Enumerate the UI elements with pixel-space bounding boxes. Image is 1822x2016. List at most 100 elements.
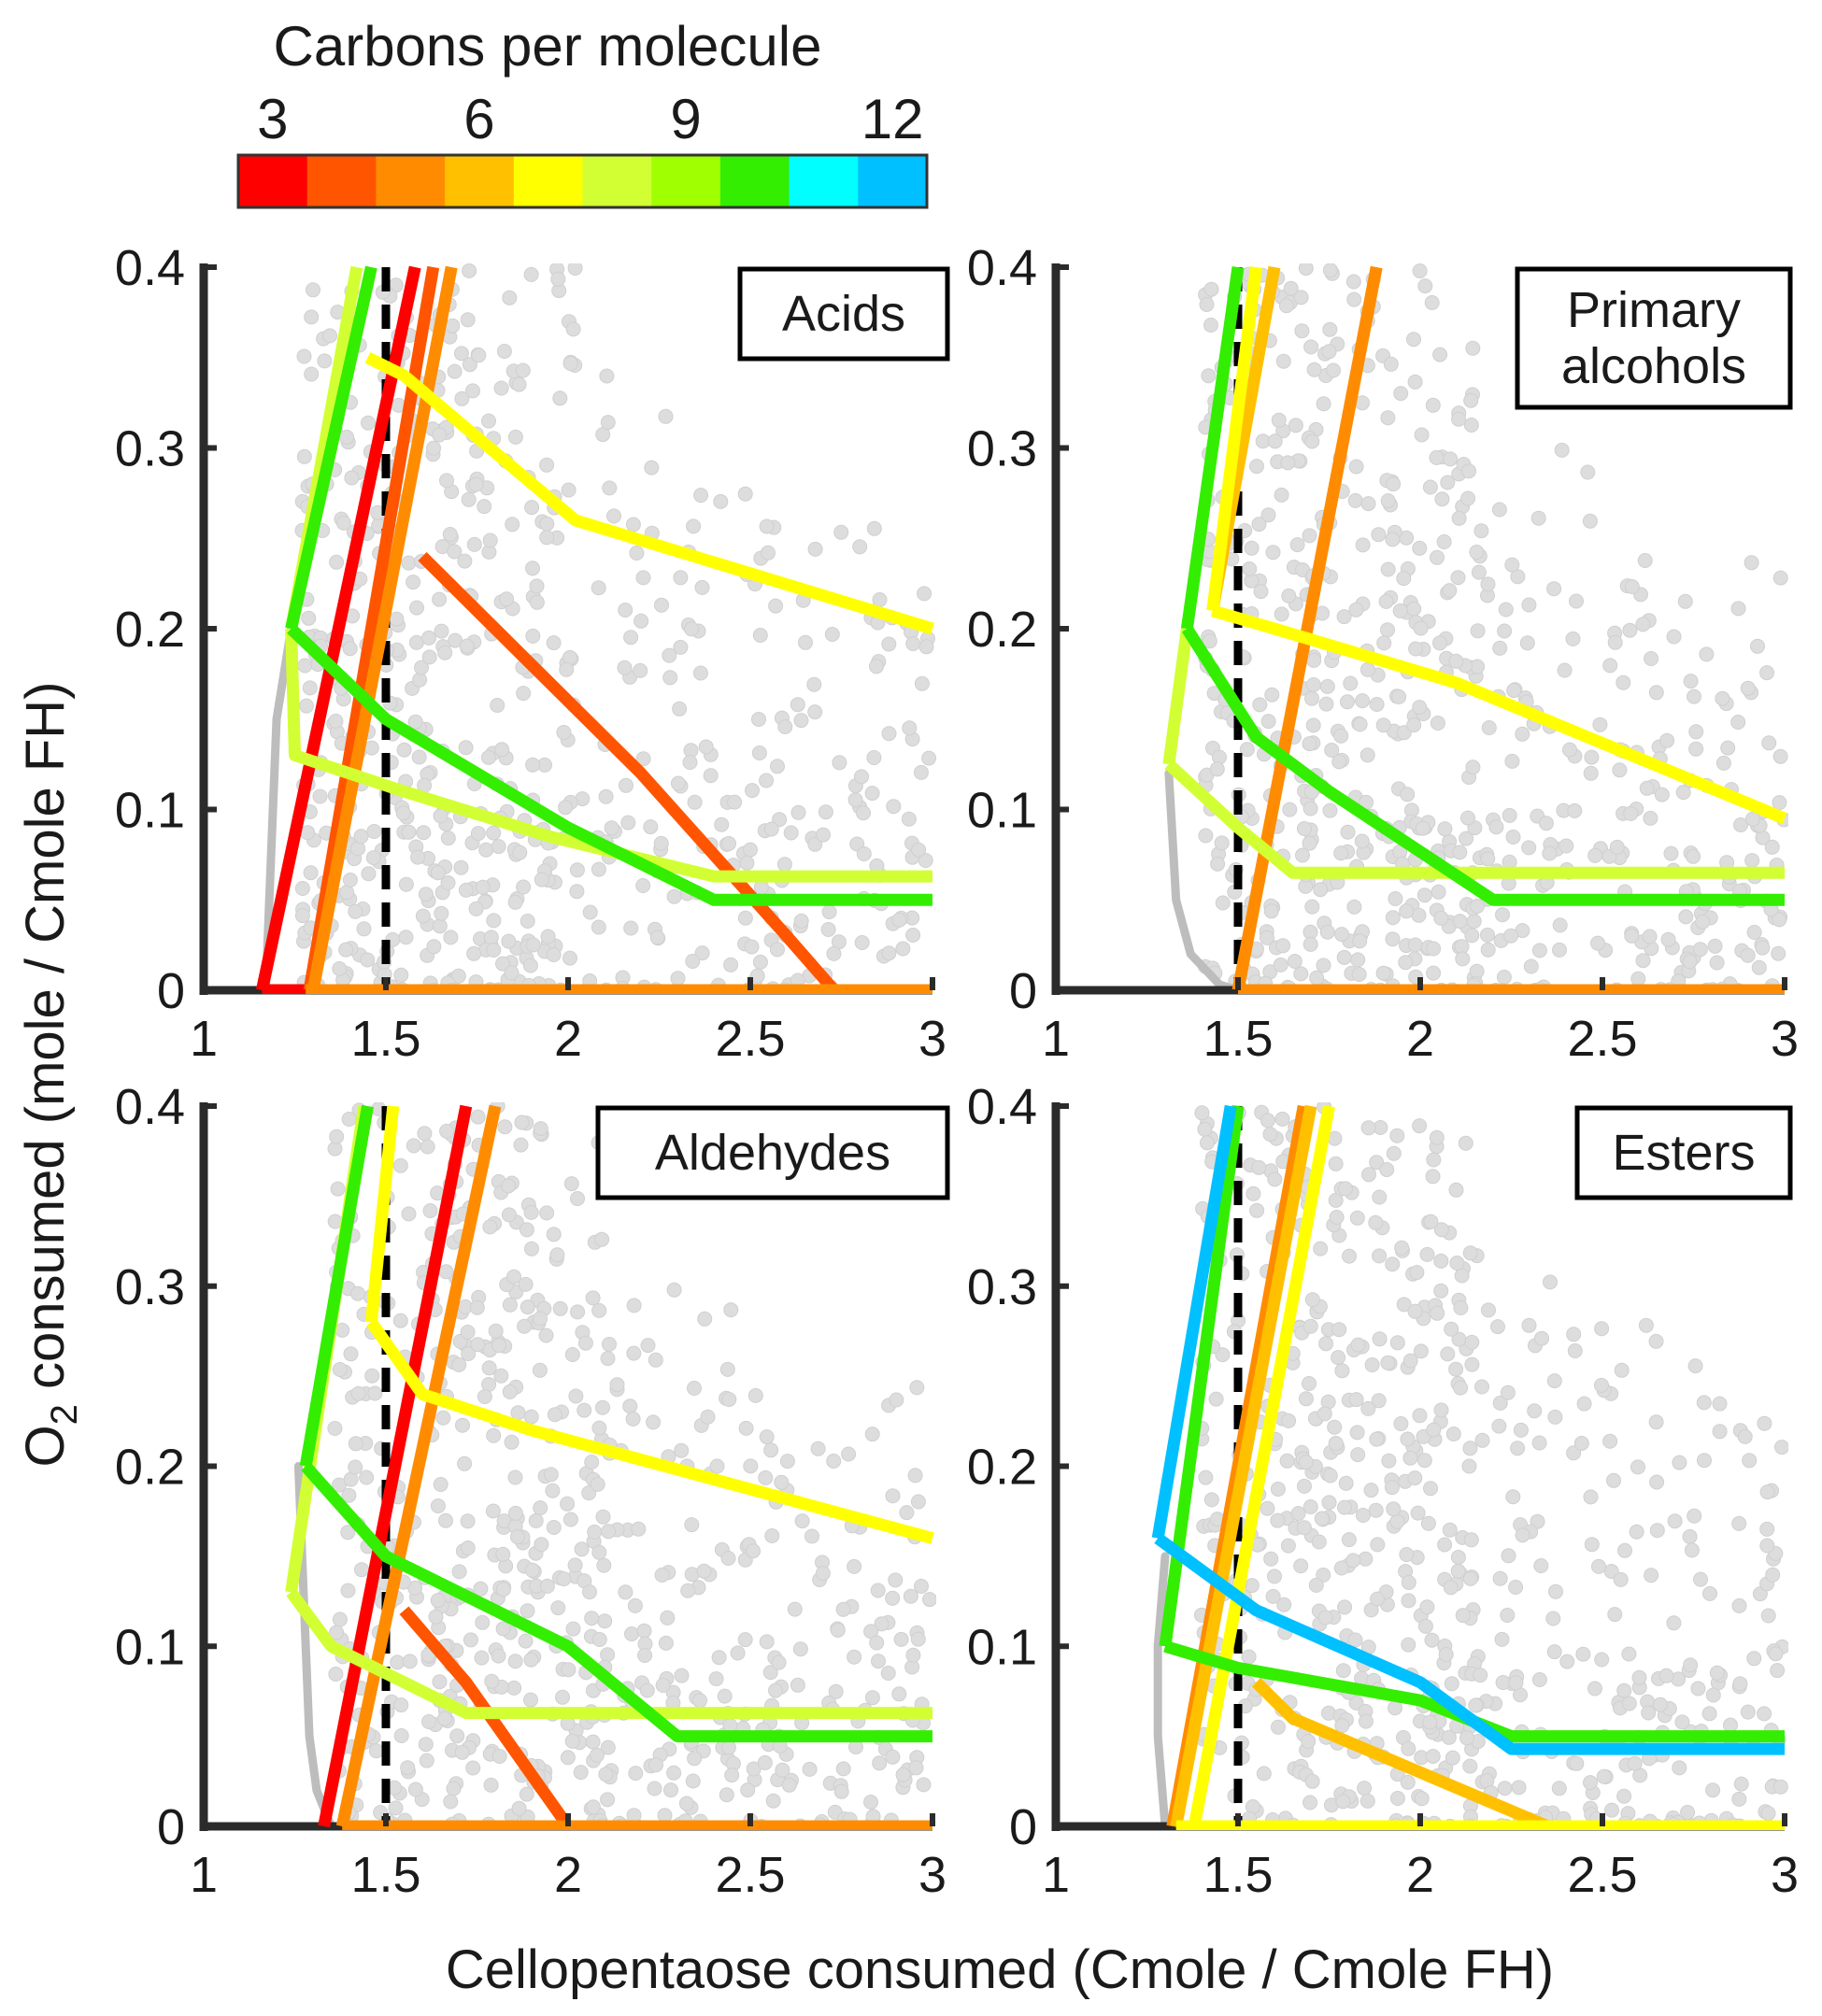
scatter-point (302, 680, 318, 696)
series-line-c12 (1151, 1104, 1237, 1540)
series-line-c7 (1210, 604, 1787, 825)
scatter-point (1249, 459, 1264, 475)
series-line-c10 (1163, 1640, 1785, 1743)
scatter-point (1448, 653, 1464, 669)
scatter-point (674, 1668, 690, 1683)
scatter-point (1333, 728, 1349, 744)
scatter-point (364, 1368, 380, 1384)
series-line-c4 (399, 1606, 574, 1830)
scatter-point (1504, 557, 1520, 573)
scatter-point (1279, 1453, 1295, 1469)
scatter-point (1321, 1495, 1337, 1511)
scatter-point (1317, 1406, 1332, 1422)
scatter-point (340, 1583, 356, 1598)
scatter-point (759, 518, 775, 534)
scatter-point (802, 1761, 818, 1777)
scatter-point (832, 755, 847, 771)
scatter-point (1337, 1499, 1352, 1515)
scatter-point (1501, 1548, 1516, 1564)
series-line-c10 (299, 1104, 374, 1468)
x-tick-label: 1.5 (1203, 1011, 1273, 1067)
scatter-point (866, 750, 882, 765)
scatter-point (1590, 935, 1605, 951)
scatter-point (1327, 1419, 1343, 1435)
scatter-point (891, 1686, 907, 1702)
scatter-point (1412, 263, 1428, 278)
scatter-point (1567, 1343, 1583, 1358)
scatter-point (694, 579, 710, 595)
scatter-point (922, 1592, 936, 1608)
scatter-point (1746, 1651, 1762, 1667)
scatter-point (874, 1616, 890, 1632)
scatter-point (749, 968, 765, 984)
scatter-point (1352, 933, 1368, 949)
scatter-point (1202, 633, 1217, 649)
scatter-point (909, 1380, 925, 1396)
scatter-point (582, 1584, 597, 1600)
scatter-point (1591, 1558, 1606, 1574)
scatter-point (1765, 1567, 1781, 1583)
scatter-point (633, 613, 649, 629)
scatter-point (1194, 1105, 1210, 1121)
scatter-point (624, 1626, 639, 1641)
scatter-point (1552, 917, 1568, 933)
scatter-point (790, 804, 806, 820)
scatter-point (529, 594, 545, 610)
scatter-point (1744, 853, 1760, 869)
scatter-point (1333, 1560, 1349, 1576)
scatter-point (1414, 427, 1430, 443)
scatter-point (678, 1796, 694, 1811)
scatter-point (1759, 1521, 1775, 1537)
scatter-point (1584, 749, 1600, 765)
series-line-c6 (1251, 1678, 1551, 1830)
scatter-point (1559, 838, 1574, 854)
series-line-c8 (1164, 760, 1785, 879)
scatter-point (1331, 1322, 1347, 1338)
scatter-point (1302, 528, 1317, 544)
scatter-point (474, 1650, 490, 1666)
scatter-point (1388, 891, 1403, 906)
x-tick-label: 2.5 (1567, 1847, 1637, 1903)
scatter-point (1384, 1480, 1400, 1496)
scatter-point (1432, 635, 1447, 651)
scatter-point (1742, 1453, 1758, 1469)
scatter-point (1494, 1631, 1510, 1647)
scatter-point (852, 539, 868, 555)
scatter-point (449, 1728, 465, 1744)
scatter-point (1649, 1523, 1665, 1539)
scatter-point (453, 859, 469, 875)
scatter-point (523, 1652, 539, 1668)
scatter-point (1293, 1558, 1309, 1574)
scatter-point (1386, 1501, 1402, 1517)
colorbar-swatch (858, 155, 928, 207)
scatter-point (864, 1427, 880, 1442)
scatter-point (328, 713, 344, 729)
scatter-point (511, 1800, 527, 1816)
scatter-point (418, 887, 434, 902)
scatter-point (1583, 1489, 1599, 1505)
colorbar-swatch (445, 155, 515, 207)
scatter-point (1302, 1376, 1317, 1391)
y-tick-label: 0.1 (115, 1619, 185, 1675)
scatter-point (433, 808, 448, 824)
scatter-point (1584, 1537, 1600, 1553)
scatter-point (495, 956, 510, 972)
scatter-point (1433, 910, 1449, 926)
scatter-point (1675, 785, 1691, 801)
scatter-point (793, 713, 809, 729)
scatter-point (1594, 1377, 1609, 1393)
scatter-point (680, 1583, 696, 1598)
scatter-point (398, 930, 414, 945)
scatter-point (1290, 1506, 1306, 1522)
scatter-point (299, 698, 314, 714)
scatter-point (443, 1794, 459, 1810)
scatter-point (460, 312, 476, 328)
scatter-point (1464, 1334, 1480, 1350)
scatter-point (468, 476, 484, 492)
scatter-point (1543, 1274, 1558, 1290)
scatter-point (565, 1621, 581, 1637)
scatter-point (1451, 510, 1467, 526)
scatter-point (1348, 1695, 1364, 1711)
scatter-point (818, 804, 833, 820)
scatter-point (584, 1455, 600, 1470)
